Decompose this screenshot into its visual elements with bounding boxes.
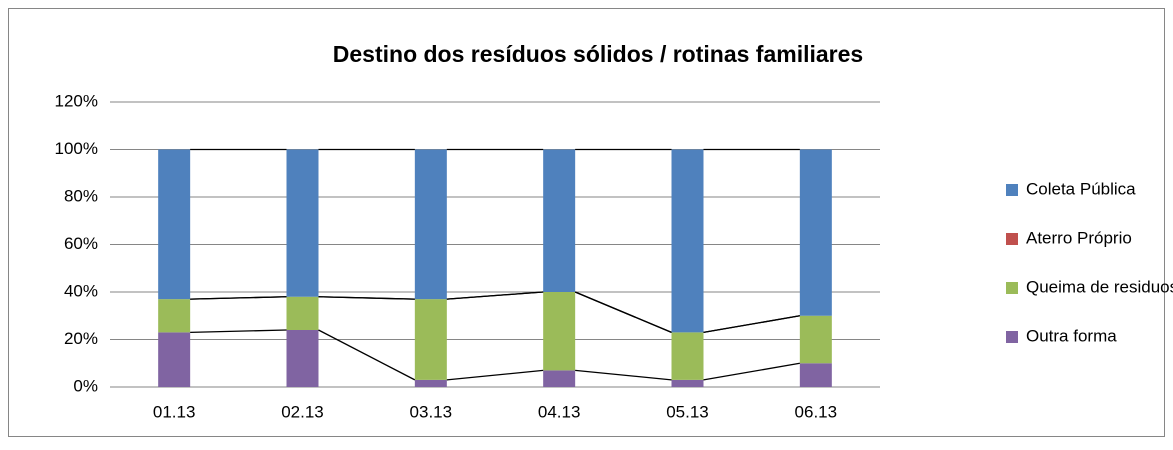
- legend-label: Coleta Pública: [1026, 179, 1136, 198]
- series-line: [190, 296, 287, 300]
- bar-segment: [799, 363, 832, 387]
- y-tick-label: 100%: [55, 139, 98, 158]
- y-tick-label: 0%: [73, 376, 98, 395]
- bar-segment: [414, 299, 447, 380]
- chart-border: [8, 8, 1165, 437]
- y-tick-label: 60%: [64, 234, 98, 253]
- series-line: [318, 329, 416, 381]
- series-line: [574, 291, 672, 333]
- series-line: [446, 369, 544, 381]
- series-line: [190, 329, 287, 334]
- bar-segment: [671, 332, 704, 380]
- bar-segment: [543, 149, 576, 292]
- series-line: [703, 362, 800, 381]
- series-line: [446, 291, 544, 300]
- legend-label: Aterro Próprio: [1026, 228, 1132, 247]
- bar-segment: [286, 296, 319, 330]
- x-tick-label: 02.13: [281, 402, 324, 421]
- bar-segment: [158, 332, 191, 387]
- x-tick-label: 06.13: [795, 402, 838, 421]
- chart-title: Destino dos resíduos sólidos / rotinas f…: [333, 41, 863, 67]
- bar-segment: [671, 379, 704, 387]
- bar-segment: [158, 299, 191, 333]
- legend-label: Queima de residuos: [1026, 277, 1173, 296]
- legend-swatch: [1006, 282, 1018, 294]
- bar-segment: [543, 292, 576, 371]
- bar-segment: [414, 379, 447, 387]
- legend-swatch: [1006, 184, 1018, 196]
- x-tick-label: 04.13: [538, 402, 581, 421]
- bar-segment: [286, 149, 319, 297]
- y-tick-label: 80%: [64, 186, 98, 205]
- series-line: [703, 315, 800, 334]
- bar-segment: [158, 149, 191, 300]
- x-tick-label: 01.13: [153, 402, 196, 421]
- bar-segment: [286, 330, 319, 387]
- y-tick-label: 40%: [64, 281, 98, 300]
- bar-segment: [799, 149, 832, 316]
- bar-segment: [414, 149, 447, 300]
- series-line: [575, 369, 672, 381]
- y-tick-label: 120%: [55, 91, 98, 110]
- series-line: [318, 296, 415, 300]
- bar-segment: [799, 315, 832, 364]
- x-tick-label: 03.13: [410, 402, 453, 421]
- bar-segment: [671, 149, 704, 333]
- legend-label: Outra forma: [1026, 326, 1117, 345]
- legend-swatch: [1006, 331, 1018, 343]
- y-tick-label: 20%: [64, 329, 98, 348]
- x-tick-label: 05.13: [666, 402, 709, 421]
- legend-swatch: [1006, 233, 1018, 245]
- bar-segment: [543, 370, 576, 387]
